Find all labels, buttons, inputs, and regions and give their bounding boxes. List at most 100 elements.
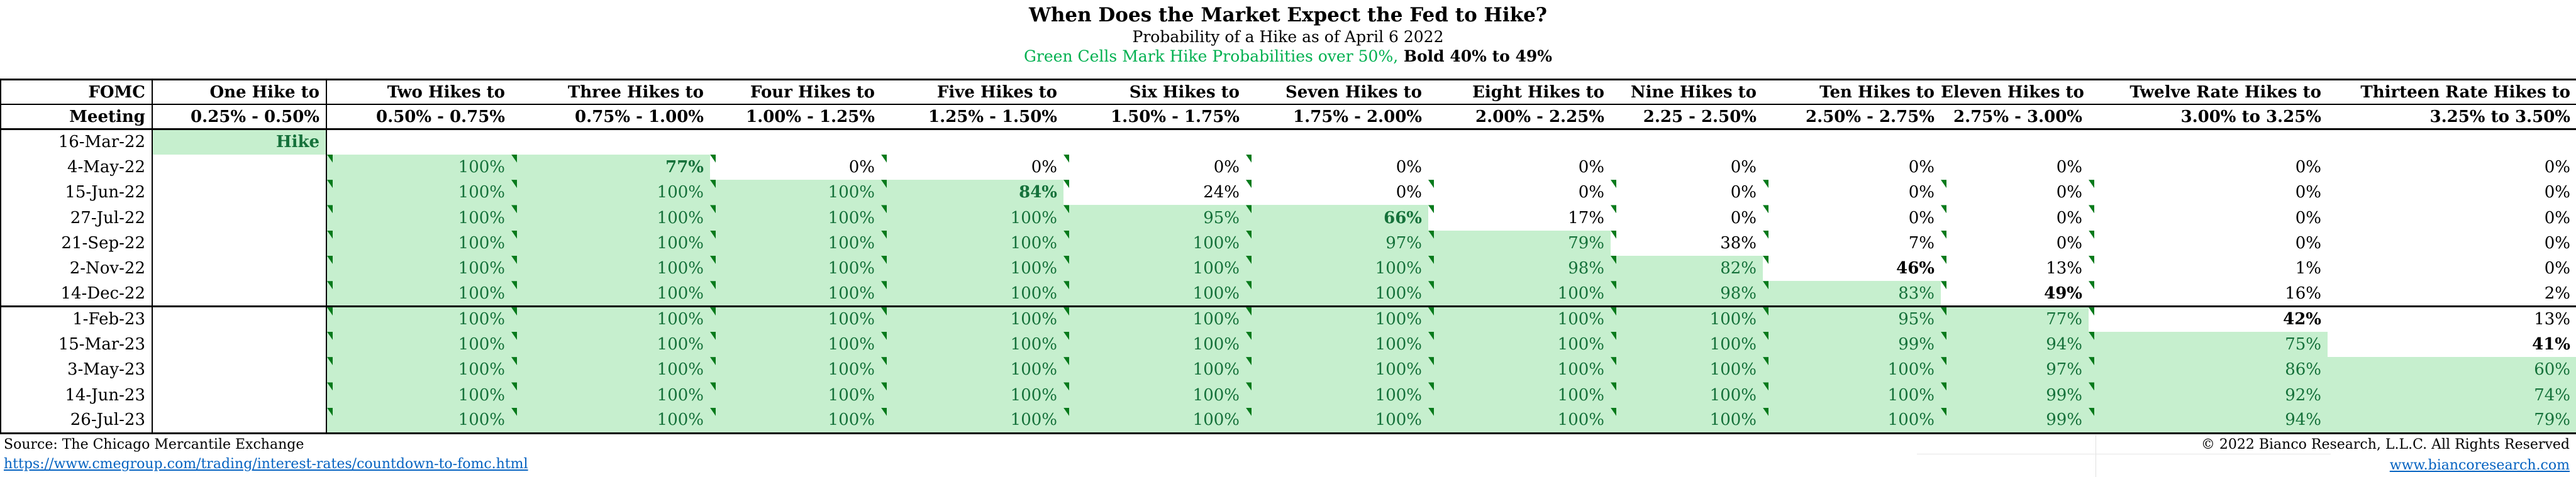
- cell-value: 100%: [458, 233, 505, 253]
- prob-cell: 0%: [2328, 231, 2576, 256]
- col-range-header: 2.75% - 3.00%: [1941, 104, 2089, 130]
- source-block: Source: The Chicago Mercantile Exchange …: [4, 437, 528, 472]
- prob-cell: [152, 306, 327, 332]
- prob-cell: 100%: [1611, 357, 1763, 383]
- cell-value: 100%: [458, 157, 505, 177]
- cell-flag-triangle-icon: [1763, 255, 1768, 264]
- prob-cell: 24%: [1063, 180, 1246, 205]
- prob-cell: 100%: [1428, 331, 1611, 358]
- col-range-header: 3.00% to 3.25%: [2089, 104, 2328, 130]
- cell-value: 100%: [1010, 335, 1057, 354]
- cell-flag-triangle-icon: [881, 154, 887, 163]
- prob-cell: 100%: [881, 306, 1063, 332]
- date-cell: 27-Jul-22: [0, 205, 153, 231]
- cell-flag-triangle-icon: [2089, 255, 2094, 264]
- cell-flag-triangle-icon: [1611, 180, 1616, 189]
- col-title-header: Thirteen Rate Hikes to: [2328, 79, 2576, 105]
- prob-cell: 97%: [1941, 357, 2089, 383]
- cell-value: 100%: [1887, 360, 1935, 380]
- prob-cell: 100%: [1428, 357, 1611, 383]
- cell-value: 100%: [1192, 259, 1240, 278]
- cell-value: 100%: [657, 259, 704, 278]
- cell-value: 0%: [1908, 183, 1935, 202]
- table-row: 15-Mar-23 100% 100% 100% 100% 100% 100% 100% 100…: [0, 331, 2576, 358]
- cell-flag-triangle-icon: [1428, 180, 1434, 189]
- col-range-header: 0.75% - 1.00%: [511, 104, 710, 130]
- prob-cell: 13%: [1941, 255, 2089, 281]
- cell-value: 46%: [1896, 259, 1935, 278]
- prob-cell: 99%: [1941, 407, 2089, 434]
- cell-flag-triangle-icon: [1428, 205, 1434, 214]
- cell-flag-triangle-icon: [1763, 382, 1768, 391]
- cell-flag-triangle-icon: [710, 205, 716, 214]
- cell-value: 100%: [1375, 283, 1422, 303]
- cell-flag-triangle-icon: [1246, 407, 1252, 416]
- prob-cell: 0%: [2328, 180, 2576, 205]
- prob-cell: [710, 129, 881, 155]
- prob-cell: 100%: [326, 154, 511, 180]
- cell-value: 100%: [1010, 259, 1057, 278]
- cell-value: 0%: [2056, 183, 2082, 202]
- prob-cell: [2089, 129, 2328, 155]
- cell-value: 100%: [458, 283, 505, 303]
- prob-cell: 0%: [1246, 180, 1428, 205]
- cell-value: 100%: [1557, 335, 1604, 354]
- cell-value: 100%: [828, 233, 875, 253]
- prob-cell: 100%: [1611, 382, 1763, 408]
- prob-cell: 100%: [326, 281, 511, 308]
- legend-green-text: Green Cells Mark Hike Probabilities over…: [1023, 47, 1399, 65]
- table-row: 15-Jun-22 100% 100% 100% 84% 24% 0% 0% 0% 0% 0% 0% 0…: [0, 180, 2576, 206]
- cell-flag-triangle-icon: [1063, 230, 1069, 239]
- cell-flag-triangle-icon: [1428, 407, 1434, 416]
- cell-value: 0%: [1730, 183, 1757, 202]
- prob-cell: 100%: [1063, 331, 1246, 358]
- cell-value: 66%: [1384, 208, 1422, 228]
- prob-cell: 0%: [2089, 155, 2328, 180]
- cell-flag-triangle-icon: [1941, 407, 1946, 416]
- cell-flag-triangle-icon: [327, 255, 333, 264]
- cell-value: 2%: [2544, 283, 2570, 303]
- cell-flag-triangle-icon: [1246, 382, 1252, 391]
- cell-value: 100%: [1192, 310, 1240, 329]
- prob-cell: 94%: [2089, 407, 2328, 434]
- cell-flag-triangle-icon: [2089, 357, 2094, 366]
- prob-cell: 100%: [511, 230, 710, 256]
- col-title-header: Six Hikes to: [1063, 79, 1246, 105]
- website-link[interactable]: www.biancoresearch.com: [2389, 458, 2570, 473]
- cell-value: 100%: [1375, 360, 1422, 380]
- cell-value: 100%: [657, 233, 704, 253]
- cell-flag-triangle-icon: [327, 154, 333, 163]
- cell-value: 100%: [1375, 259, 1422, 278]
- cell-value: 100%: [828, 183, 875, 202]
- cell-value: 100%: [1010, 410, 1057, 430]
- prob-cell: 100%: [1063, 407, 1246, 434]
- cell-flag-triangle-icon: [1428, 281, 1434, 290]
- page-title: When Does the Market Expect the Fed to H…: [1029, 4, 1547, 26]
- cell-flag-triangle-icon: [1063, 255, 1069, 264]
- cell-value: 92%: [2285, 385, 2321, 405]
- prob-cell: 100%: [1611, 306, 1763, 332]
- cell-flag-triangle-icon: [1763, 357, 1768, 366]
- cell-flag-triangle-icon: [2089, 331, 2094, 340]
- prob-cell: 60%: [2328, 357, 2576, 383]
- date-cell: 1-Feb-23: [0, 306, 153, 332]
- cell-value: 100%: [1375, 410, 1422, 430]
- cell-value: 0%: [1213, 157, 1240, 177]
- cell-value: 97%: [1385, 233, 1422, 253]
- prob-cell: [152, 407, 327, 434]
- cell-value: 100%: [1709, 385, 1757, 405]
- cell-value: 49%: [2044, 283, 2082, 303]
- cell-value: 100%: [1557, 310, 1604, 329]
- cell-flag-triangle-icon: [511, 255, 517, 264]
- cell-value: 100%: [657, 208, 704, 228]
- cell-value: 86%: [2285, 360, 2321, 380]
- prob-cell: 0%: [1428, 155, 1611, 180]
- cell-flag-triangle-icon: [1763, 407, 1768, 416]
- prob-cell: 100%: [1246, 407, 1428, 434]
- source-link[interactable]: https://www.cmegroup.com/trading/interes…: [4, 456, 528, 472]
- prob-cell: 13%: [2328, 307, 2576, 332]
- prob-cell: 100%: [326, 255, 511, 282]
- cell-value: 98%: [1720, 283, 1757, 303]
- cell-value: 100%: [828, 310, 875, 329]
- cell-flag-triangle-icon: [710, 281, 716, 290]
